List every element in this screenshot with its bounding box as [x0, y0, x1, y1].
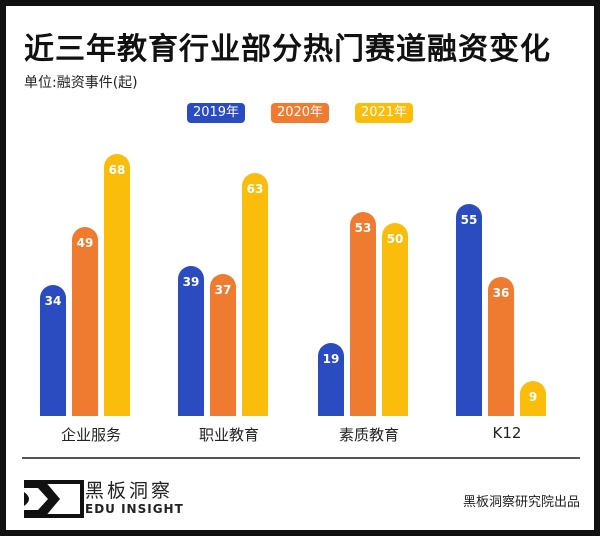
- bar: 39: [178, 266, 204, 416]
- bar: 36: [488, 277, 514, 416]
- bar: 53: [350, 212, 376, 416]
- bar-chart: 34 49 68 39 37 63 19 53 50 55 36 9: [6, 136, 594, 416]
- legend-2020: 2020年: [271, 103, 329, 123]
- bar: 9: [520, 381, 546, 416]
- chart-card: 近三年教育行业部分热门赛道融资变化 单位:融资事件(起) 2019年 2020年…: [6, 6, 594, 530]
- category-label: 企业服务: [60, 426, 121, 444]
- legend-2019: 2019年: [187, 103, 245, 123]
- bar: 49: [72, 227, 98, 416]
- legend: 2019年 2020年 2021年: [6, 103, 594, 123]
- bar: 19: [318, 343, 344, 416]
- bar: 55: [456, 204, 482, 416]
- brand-name-cn: 黑板洞察: [85, 480, 174, 502]
- category-label: 素质教育: [338, 426, 399, 444]
- unit-label: 单位:融资事件(起): [24, 75, 138, 91]
- bar: 50: [382, 223, 408, 416]
- category-label: K12: [492, 424, 522, 442]
- bar: 68: [104, 154, 130, 416]
- edu-insight-logo-icon: [24, 480, 84, 518]
- bar: 63: [242, 173, 268, 416]
- bar-group: 55 36 9: [456, 204, 546, 416]
- divider: [22, 457, 580, 459]
- legend-2021: 2021年: [355, 103, 413, 123]
- bar: 34: [40, 285, 66, 416]
- bar-group: 39 37 63: [178, 173, 268, 416]
- bar-group: 34 49 68: [40, 154, 130, 416]
- category-label: 职业教育: [198, 426, 259, 444]
- brand-name-en: EDU INSIGHT: [85, 502, 184, 516]
- credit-text: 黑板洞察研究院出品: [462, 495, 580, 510]
- chart-title: 近三年教育行业部分热门赛道融资变化: [24, 32, 551, 67]
- bar-group: 19 53 50: [318, 212, 408, 416]
- bar: 37: [210, 274, 236, 416]
